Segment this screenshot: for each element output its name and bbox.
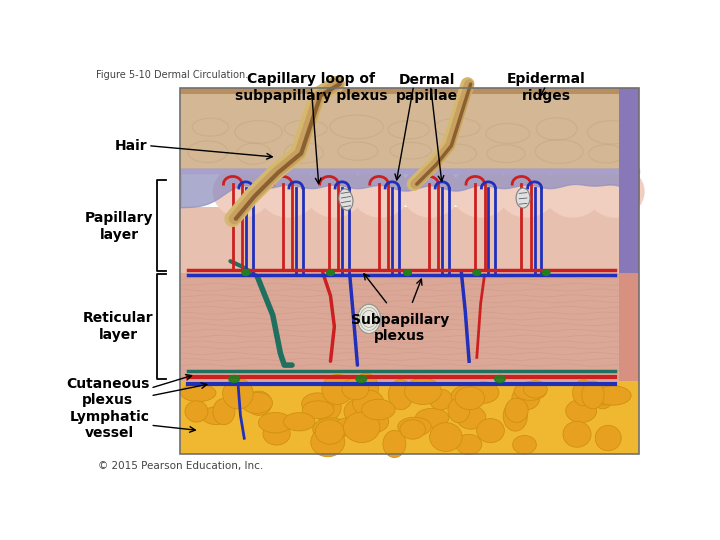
Ellipse shape [586, 166, 644, 218]
Ellipse shape [430, 423, 462, 451]
Ellipse shape [246, 391, 271, 415]
Ellipse shape [322, 374, 353, 404]
Ellipse shape [258, 413, 292, 433]
Ellipse shape [213, 399, 235, 424]
Ellipse shape [592, 384, 613, 409]
Ellipse shape [455, 387, 485, 410]
Ellipse shape [400, 420, 426, 439]
Text: Papillary
layer: Papillary layer [85, 211, 153, 241]
Ellipse shape [354, 373, 378, 403]
Text: Subpapillary
plexus: Subpapillary plexus [351, 313, 449, 343]
Ellipse shape [334, 418, 359, 435]
Ellipse shape [572, 380, 594, 406]
Ellipse shape [404, 270, 411, 275]
Bar [180, 273, 639, 381]
Ellipse shape [415, 408, 449, 428]
Ellipse shape [361, 399, 395, 420]
Ellipse shape [451, 384, 487, 408]
Bar [180, 88, 639, 168]
Ellipse shape [405, 378, 441, 404]
Ellipse shape [327, 270, 334, 275]
Ellipse shape [503, 401, 527, 431]
Ellipse shape [563, 421, 591, 447]
Ellipse shape [343, 412, 380, 443]
Ellipse shape [595, 426, 621, 451]
Bar [180, 381, 639, 454]
Ellipse shape [505, 399, 528, 422]
Bar [619, 273, 639, 381]
Ellipse shape [222, 379, 253, 409]
Bar [180, 88, 639, 94]
Ellipse shape [544, 166, 603, 218]
Ellipse shape [523, 381, 547, 398]
Ellipse shape [516, 188, 530, 208]
Ellipse shape [311, 427, 345, 457]
Ellipse shape [353, 390, 384, 416]
Ellipse shape [595, 386, 631, 405]
Ellipse shape [495, 375, 505, 382]
Ellipse shape [284, 413, 315, 431]
Text: Figure 5-10 Dermal Circulation.: Figure 5-10 Dermal Circulation. [96, 70, 248, 80]
Ellipse shape [202, 407, 230, 424]
Ellipse shape [456, 434, 482, 454]
Text: © 2015 Pearson Education, Inc.: © 2015 Pearson Education, Inc. [98, 461, 264, 471]
Ellipse shape [229, 375, 240, 382]
Text: Lymphatic
vessel: Lymphatic vessel [70, 410, 150, 440]
Text: Capillary loop of
subpapillary plexus: Capillary loop of subpapillary plexus [235, 72, 387, 103]
Text: Cutaneous
plexus: Cutaneous plexus [66, 377, 150, 407]
Ellipse shape [339, 189, 353, 210]
Ellipse shape [383, 430, 406, 457]
Ellipse shape [429, 389, 453, 410]
Ellipse shape [357, 304, 381, 334]
Ellipse shape [344, 399, 375, 424]
Ellipse shape [351, 166, 410, 218]
Ellipse shape [305, 166, 364, 218]
Ellipse shape [477, 418, 505, 443]
Text: Hair: Hair [114, 139, 148, 153]
Ellipse shape [542, 270, 550, 275]
Ellipse shape [514, 382, 546, 400]
Ellipse shape [181, 384, 216, 402]
Ellipse shape [242, 270, 250, 275]
Ellipse shape [241, 392, 273, 414]
Ellipse shape [302, 393, 334, 414]
Bar [180, 88, 639, 454]
Text: Dermal
papillae: Dermal papillae [396, 72, 458, 103]
Ellipse shape [468, 382, 499, 403]
Ellipse shape [228, 380, 251, 405]
Ellipse shape [312, 393, 341, 421]
Ellipse shape [259, 166, 318, 218]
Ellipse shape [360, 410, 389, 433]
Ellipse shape [451, 166, 510, 218]
Ellipse shape [397, 417, 431, 436]
Ellipse shape [388, 380, 413, 410]
Ellipse shape [302, 401, 334, 418]
Bar [619, 88, 639, 273]
Ellipse shape [498, 166, 556, 218]
Text: Epidermal
ridges: Epidermal ridges [507, 72, 585, 103]
Text: Reticular
layer: Reticular layer [83, 312, 153, 342]
Ellipse shape [456, 406, 486, 429]
Ellipse shape [312, 418, 349, 441]
Ellipse shape [185, 401, 208, 422]
Bar [180, 207, 639, 273]
Ellipse shape [401, 166, 460, 218]
Ellipse shape [263, 422, 290, 445]
Ellipse shape [356, 375, 366, 382]
Ellipse shape [512, 387, 540, 410]
Ellipse shape [342, 378, 369, 400]
Ellipse shape [582, 381, 604, 409]
Ellipse shape [513, 435, 536, 454]
Ellipse shape [473, 270, 481, 275]
Ellipse shape [212, 166, 271, 218]
Ellipse shape [566, 400, 597, 422]
Ellipse shape [448, 398, 469, 423]
Ellipse shape [315, 420, 344, 444]
Ellipse shape [588, 388, 620, 405]
